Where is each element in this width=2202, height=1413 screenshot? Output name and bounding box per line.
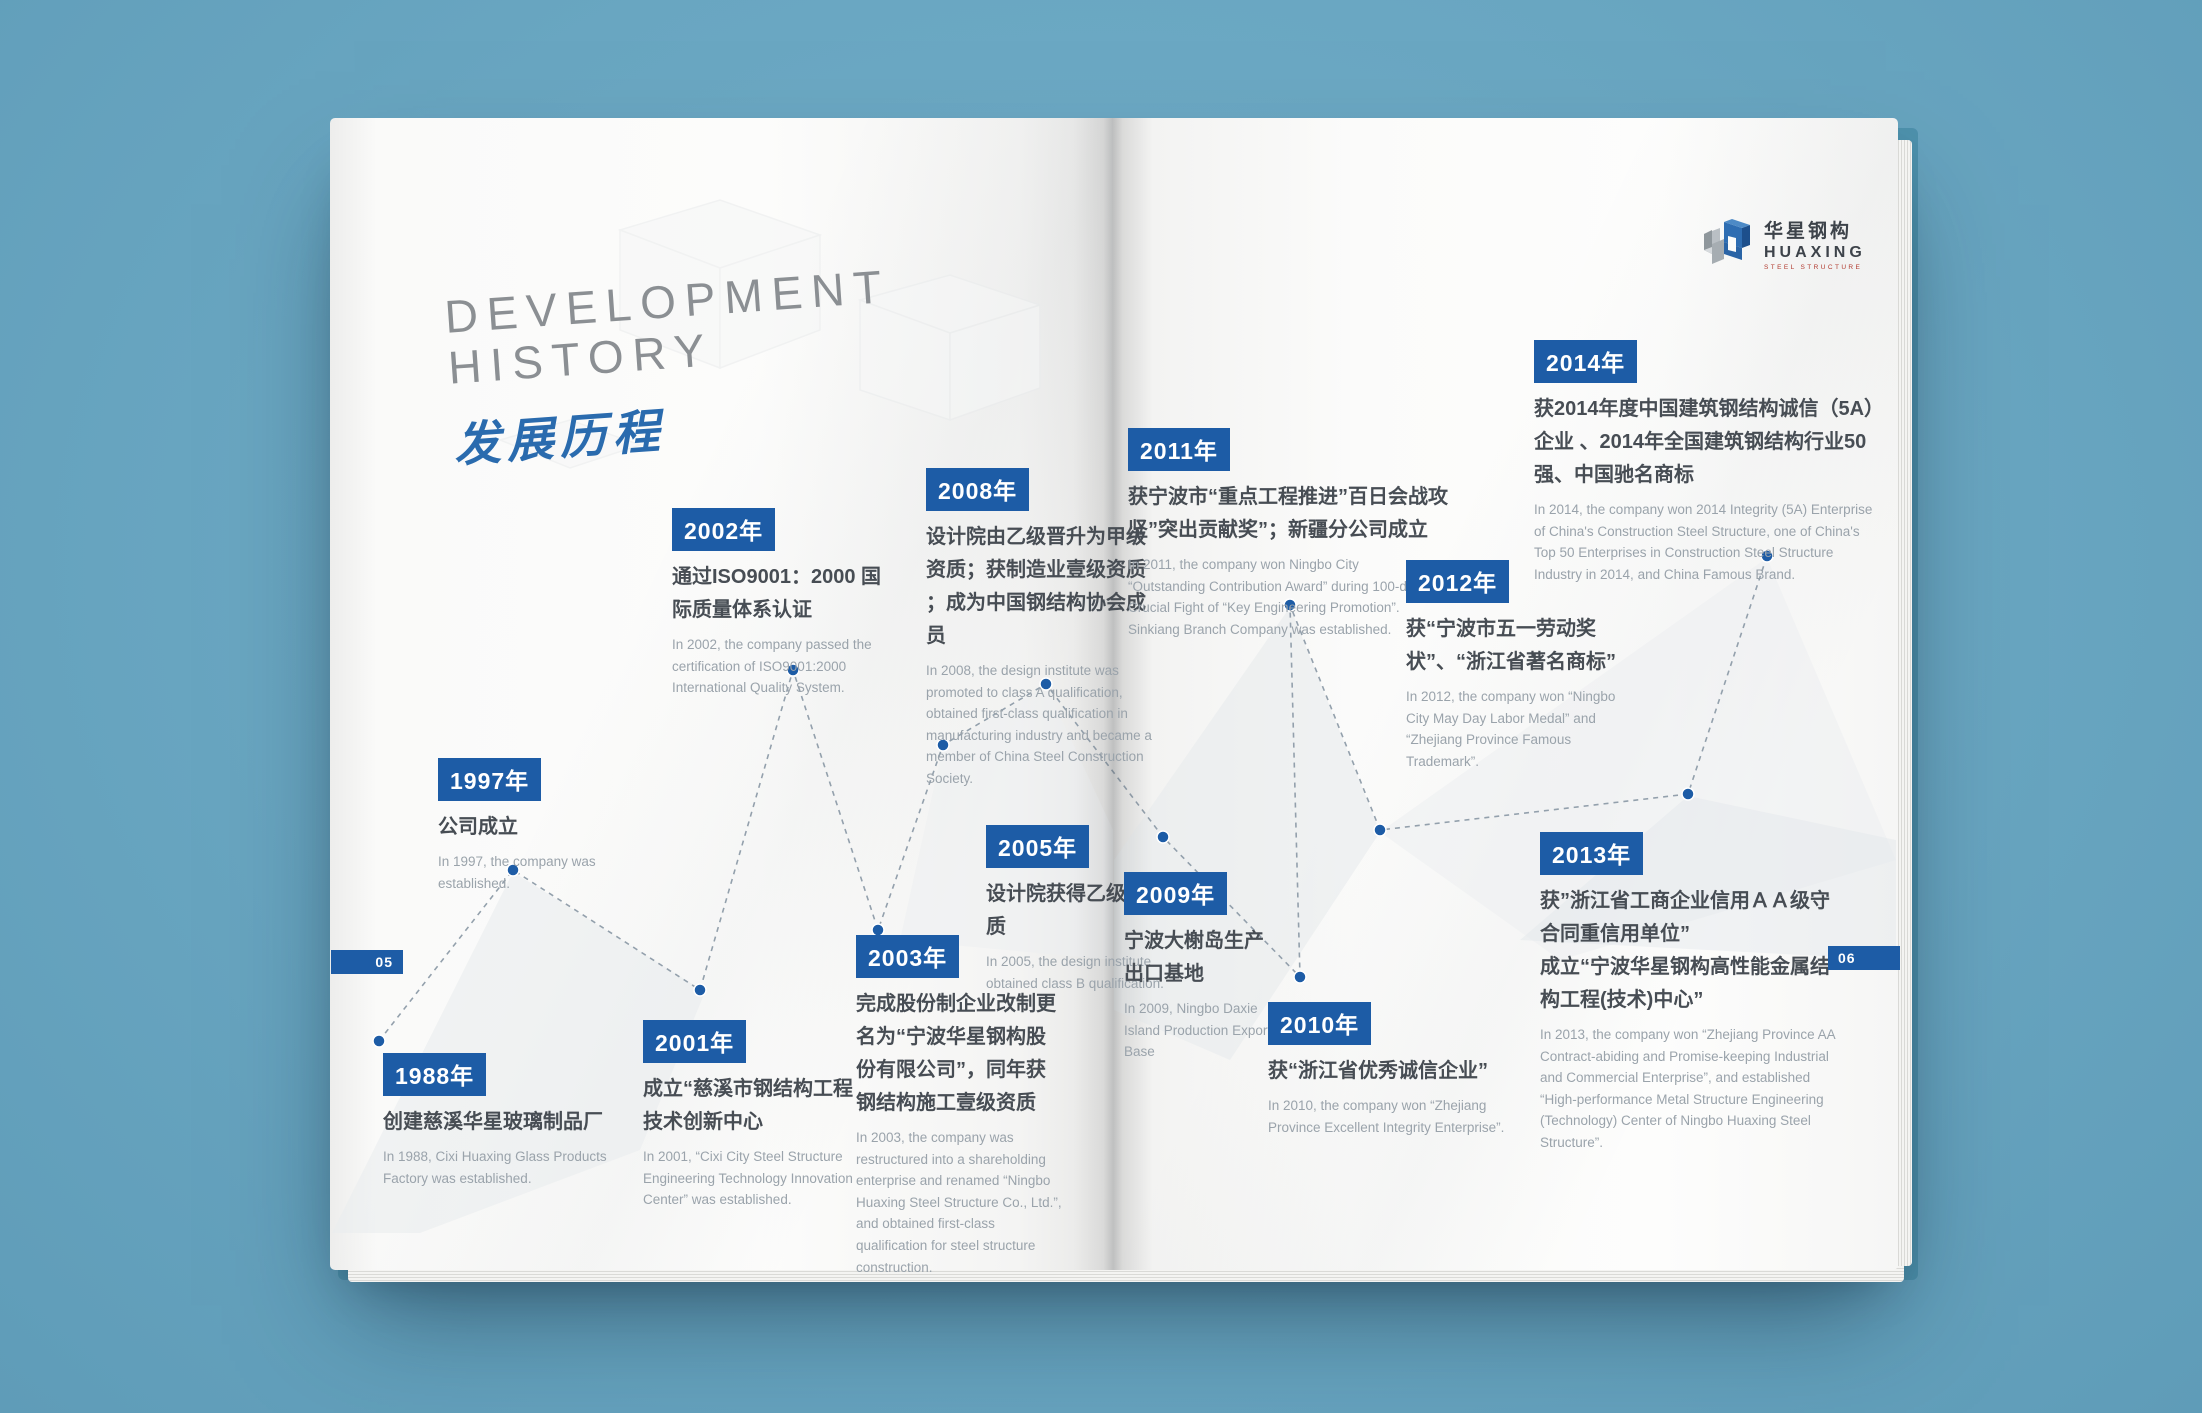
company-logo: 华星钢构 HUAXING STEEL STRUCTURE bbox=[1698, 214, 1866, 272]
year-badge: 2009年 bbox=[1124, 872, 1228, 915]
entry-title-zh: 设计院由乙级晋升为甲级资质；获制造业壹级资质 ；成为中国钢结构协会成员 bbox=[926, 526, 1146, 647]
page-stack-edge-right bbox=[1896, 140, 1912, 1266]
year-badge: 2014年 bbox=[1534, 340, 1638, 383]
entry-desc-en: In 2011, the company won Ningbo City “Ou… bbox=[1128, 557, 1422, 637]
year-badge: 2003年 bbox=[856, 935, 960, 978]
entry-desc-en: In 1988, Cixi Huaxing Glass Products Fac… bbox=[383, 1149, 607, 1186]
entry-title-zh: 成立“慈溪市钢结构工程技术创新中心 bbox=[643, 1078, 853, 1133]
timeline-entry-2005: 2005年 设计院获得乙级资质 In 2005, the design inst… bbox=[986, 825, 1164, 994]
logo-subtitle: STEEL STRUCTURE bbox=[1764, 263, 1863, 271]
year-badge: 2008年 bbox=[926, 468, 1030, 511]
section-title: DEVELOPMENT HISTORY 发展历程 bbox=[443, 260, 901, 476]
entry-title-zh: 设计院获得乙级资质 bbox=[986, 883, 1146, 938]
timeline-entry-2001: 2001年 成立“慈溪市钢结构工程技术创新中心 In 2001, “Cixi C… bbox=[643, 1020, 861, 1211]
timeline-entry-2003: 2003年 完成股份制企业改制更名为“宁波华星钢构股份有限公司”，同年获钢结构施… bbox=[856, 935, 1064, 1278]
page-number-right: 06 bbox=[1828, 946, 1900, 970]
timeline-entry-2002: 2002年 通过ISO9001：2000 国际质量体系认证 In 2002, t… bbox=[672, 508, 900, 699]
entry-title-zh: 完成股份制企业改制更名为“宁波华星钢构股份有限公司”，同年获钢结构施工壹级资质 bbox=[856, 993, 1056, 1114]
entry-title-zh: 获2014年度中国建筑钢结构诚信（5A）企业 、2014年全国建筑钢结构行业50… bbox=[1534, 398, 1875, 486]
timeline-entry-1997: 1997年 公司成立 In 1997, the company was esta… bbox=[438, 758, 623, 894]
year-badge: 2010年 bbox=[1268, 1002, 1372, 1045]
timeline-entry-2011: 2011年 获宁波市“重点工程推进”百日会战攻坚”突出贡献奖”；新疆分公司成立 … bbox=[1128, 428, 1473, 640]
logo-name-en: HUAXING bbox=[1764, 243, 1866, 261]
entry-title-zh: 公司成立 bbox=[438, 816, 518, 838]
timeline-entry-2008: 2008年 设计院由乙级晋升为甲级资质；获制造业壹级资质 ；成为中国钢结构协会成… bbox=[926, 468, 1154, 790]
logo-name-zh: 华星钢构 bbox=[1764, 220, 1853, 242]
year-badge: 2005年 bbox=[986, 825, 1090, 868]
year-badge: 2002年 bbox=[672, 508, 776, 551]
entry-title-zh: 获“宁波市五一劳动奖状”、“浙江省著名商标” bbox=[1406, 618, 1616, 673]
entry-desc-en: In 2008, the design institute was promot… bbox=[926, 663, 1152, 786]
year-badge: 2011年 bbox=[1128, 428, 1230, 471]
entry-desc-en: In 2001, “Cixi City Steel Structure Engi… bbox=[643, 1149, 853, 1208]
timeline-entry-2010: 2010年 获“浙江省优秀诚信企业” In 2010, the company … bbox=[1268, 1002, 1508, 1138]
entry-title-zh: 获“浙江省优秀诚信企业” bbox=[1268, 1060, 1488, 1082]
entry-title-zh: 通过ISO9001：2000 国际质量体系认证 bbox=[672, 566, 881, 621]
timeline-entry-2013: 2013年 获”浙江省工商企业信用ＡＡ级守合同重信用单位” 成立“宁波华星钢构高… bbox=[1540, 832, 1845, 1154]
year-badge: 2001年 bbox=[643, 1020, 747, 1063]
entry-desc-en: In 2003, the company was restructured in… bbox=[856, 1130, 1062, 1275]
timeline-entry-2012: 2012年 获“宁波市五一劳动奖状”、“浙江省著名商标” In 2012, th… bbox=[1406, 560, 1638, 772]
entry-desc-en: In 2009, Ningbo Daxie Island Production … bbox=[1124, 1001, 1272, 1060]
entry-desc-en: In 1997, the company was established. bbox=[438, 854, 596, 891]
entry-title-zh: 获”浙江省工商企业信用ＡＡ级守合同重信用单位” 成立“宁波华星钢构高性能金属结构… bbox=[1540, 890, 1830, 1011]
entry-title-zh: 获宁波市“重点工程推进”百日会战攻坚”突出贡献奖”；新疆分公司成立 bbox=[1128, 486, 1448, 541]
page-stack-edge-bottom bbox=[348, 1266, 1904, 1282]
timeline-entry-2009: 2009年 宁波大榭岛生产出口基地 In 2009, Ningbo Daxie … bbox=[1124, 872, 1274, 1063]
entry-title-zh: 宁波大榭岛生产出口基地 bbox=[1124, 930, 1264, 985]
logo-text: 华星钢构 HUAXING STEEL STRUCTURE bbox=[1764, 216, 1866, 271]
huaxing-cube-icon bbox=[1704, 219, 1750, 264]
entry-desc-en: In 2013, the company won “Zhejiang Provi… bbox=[1540, 1027, 1835, 1150]
entry-desc-en: In 2002, the company passed the certific… bbox=[672, 637, 872, 696]
timeline-entry-2014: 2014年 获2014年度中国建筑钢结构诚信（5A）企业 、2014年全国建筑钢… bbox=[1534, 340, 1884, 585]
entry-title-zh: 创建慈溪华星玻璃制品厂 bbox=[383, 1111, 603, 1133]
year-badge: 2013年 bbox=[1540, 832, 1644, 875]
year-badge: 1988年 bbox=[383, 1053, 487, 1096]
year-badge: 2012年 bbox=[1406, 560, 1510, 603]
entry-desc-en: In 2010, the company won “Zhejiang Provi… bbox=[1268, 1098, 1505, 1135]
entry-desc-en: In 2005, the design institute obtained c… bbox=[986, 954, 1164, 991]
entry-desc-en: In 2012, the company won “Ningbo City Ma… bbox=[1406, 689, 1616, 769]
entry-desc-en: In 2014, the company won 2014 Integrity … bbox=[1534, 502, 1873, 582]
timeline-entry-1988: 1988年 创建慈溪华星玻璃制品厂 In 1988, Cixi Huaxing … bbox=[383, 1053, 621, 1189]
year-badge: 1997年 bbox=[438, 758, 542, 801]
page-number-left: 05 bbox=[331, 950, 403, 974]
